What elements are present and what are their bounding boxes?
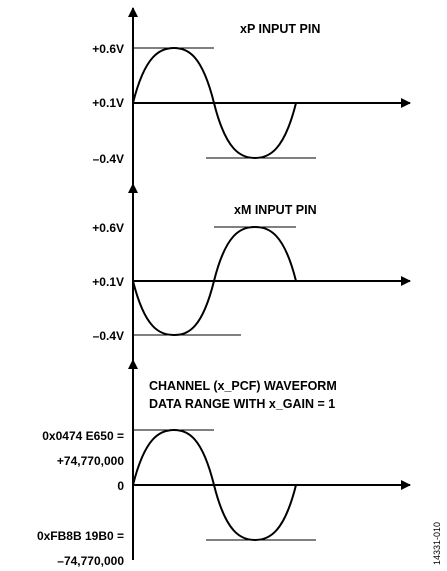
ch-title-line1: CHANNEL (x_PCF) WAVEFORM [149, 379, 337, 393]
xp-title: xP INPUT PIN [240, 22, 320, 36]
xm-label-low: –0.4V [93, 329, 124, 343]
panel-channel: CHANNEL (x_PCF) WAVEFORM DATA RANGE WITH… [37, 359, 411, 568]
xp-label-mid: +0.1V [92, 96, 124, 110]
figure-id: 14331-010 [432, 522, 442, 565]
panel-xp: xP INPUT PIN +0.6V +0.1V –0.4V [92, 7, 411, 188]
xm-title: xM INPUT PIN [234, 203, 317, 217]
xm-label-high: +0.6V [92, 221, 124, 235]
xm-label-mid: +0.1V [92, 275, 124, 289]
ch-label-low-line2: –74,770,000 [57, 554, 124, 568]
xp-sine-wave [132, 46, 297, 160]
ch-label-low-line1: 0xFB8B 19B0 = [37, 529, 124, 543]
xm-sine-wave [132, 225, 297, 337]
xp-label-low: –0.4V [93, 152, 124, 166]
panel-xm: xM INPUT PIN +0.6V +0.1V –0.4V [92, 183, 411, 368]
ch-label-high-line2: +74,770,000 [57, 454, 124, 468]
ch-label-high-line1: 0x0474 E650 = [42, 429, 124, 443]
ch-label-mid: 0 [117, 479, 124, 493]
ch-title-line2: DATA RANGE WITH x_GAIN = 1 [149, 397, 335, 411]
xp-label-high: +0.6V [92, 42, 124, 56]
ch-sine-wave [132, 428, 297, 542]
